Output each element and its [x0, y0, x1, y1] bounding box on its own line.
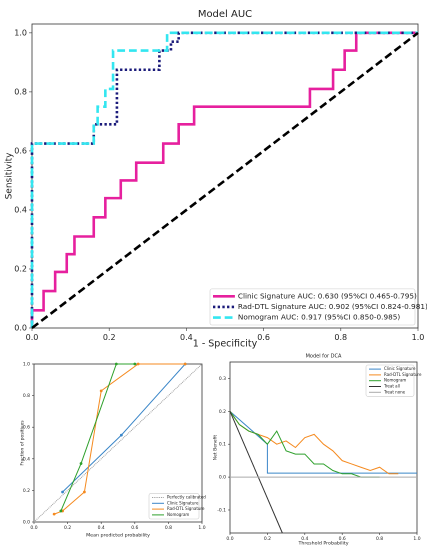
y-tick-label: 0.4 [14, 205, 27, 214]
series-line [229, 411, 380, 478]
y-tick-label: 1.0 [23, 362, 30, 368]
x-tick-label: 1.0 [198, 525, 205, 531]
chart-title: Model for DCA [306, 354, 342, 360]
series-line [30, 31, 418, 328]
y-tick-label: 0.6 [14, 146, 27, 155]
x-axis-label: Threshold Probability [297, 541, 348, 547]
series-line [229, 411, 283, 534]
series-marker [59, 509, 63, 513]
legend-label: Rad-DTL Signature AUC: 0.902 (95%CI 0.82… [238, 302, 427, 311]
legend-box [209, 288, 416, 326]
x-tick-label: 1.0 [412, 333, 425, 342]
chart-title: Model AUC [198, 9, 252, 20]
y-tick-label: 0.8 [23, 393, 30, 399]
x-tick-label: 1.0 [413, 536, 420, 542]
series-marker [136, 362, 140, 366]
series-line [62, 363, 186, 493]
x-tick-label: 0.2 [64, 525, 71, 531]
x-tick-label: 0.0 [30, 525, 37, 531]
series-marker [79, 462, 83, 465]
plot-frame [229, 361, 418, 534]
x-tick-label: 0.8 [165, 525, 172, 531]
series-line [229, 410, 417, 474]
x-tick-label: 0.6 [131, 525, 138, 531]
legend-label: Treat all [383, 384, 400, 389]
x-axis-label: 1 - Specificity [193, 339, 258, 350]
legend-label: Clinic Signature [167, 500, 199, 505]
x-tick-label: 0.4 [301, 536, 308, 542]
x-tick-label: 0.2 [264, 536, 271, 542]
legend-box [365, 364, 415, 397]
y-tick-label: 0.0 [23, 520, 30, 526]
legend-box [148, 493, 200, 520]
x-tick-label: 0.0 [226, 536, 233, 542]
y-axis-label: Sensitivity [5, 152, 15, 200]
series-marker [183, 362, 187, 366]
y-tick-label: 0.0 [14, 324, 27, 333]
series-marker [119, 433, 123, 437]
series-line [30, 31, 418, 328]
legend-label: Nomogram [167, 512, 189, 517]
y-tick-label: 0.3 [219, 376, 226, 382]
x-tick-label: 0.6 [257, 333, 270, 342]
y-tick-label: -0.1 [217, 507, 226, 513]
legend-label: Nomogram AUC: 0.917 (95%CI 0.850-0.985) [238, 313, 400, 322]
series-line [30, 31, 418, 328]
series-line [31, 31, 419, 330]
series-marker [52, 512, 56, 516]
legend-label: Clinic Signature [384, 366, 416, 371]
legend-label: Clinic Signature AUC: 0.630 (95%CI 0.465… [238, 291, 417, 300]
y-tick-label: 0.8 [14, 87, 27, 96]
series-marker [61, 490, 64, 494]
series-marker [114, 362, 118, 366]
y-tick-label: 0.1 [219, 442, 226, 448]
y-tick-label: 1.0 [14, 28, 27, 37]
series-marker [83, 490, 86, 494]
x-tick-label: 0.4 [98, 525, 105, 531]
legend-label: Rad-DTL Signature [384, 372, 422, 377]
x-tick-label: 0.4 [180, 333, 193, 342]
y-tick-label: 0.2 [219, 409, 226, 415]
y-axis-label: Fraction of positives [20, 420, 26, 466]
x-axis-label: Mean predicted probability [86, 533, 150, 539]
series-line [33, 363, 203, 523]
x-tick-label: 0.6 [339, 536, 346, 542]
y-tick-label: 0.2 [23, 488, 30, 494]
series-marker [99, 389, 103, 393]
y-tick-label: 0.2 [14, 264, 27, 273]
legend-label: Treat none [383, 389, 406, 394]
x-tick-label: 0.8 [334, 333, 347, 342]
y-tick-label: 0.0 [219, 475, 226, 481]
y-tick-label: 0.6 [23, 425, 30, 431]
y-tick-label: 0.4 [23, 456, 30, 462]
series-marker [133, 362, 137, 366]
x-tick-label: 0.2 [103, 333, 116, 342]
series-line [60, 363, 135, 512]
x-tick-label: 0.0 [26, 333, 39, 342]
x-tick-label: 0.8 [376, 536, 383, 542]
legend-label: Nomogram [384, 378, 406, 383]
y-axis-label: Net Benefit [213, 435, 219, 461]
legend-label: Perfectly calibrated [167, 495, 206, 500]
legend-label: Rad-DTL Signature [167, 506, 205, 511]
